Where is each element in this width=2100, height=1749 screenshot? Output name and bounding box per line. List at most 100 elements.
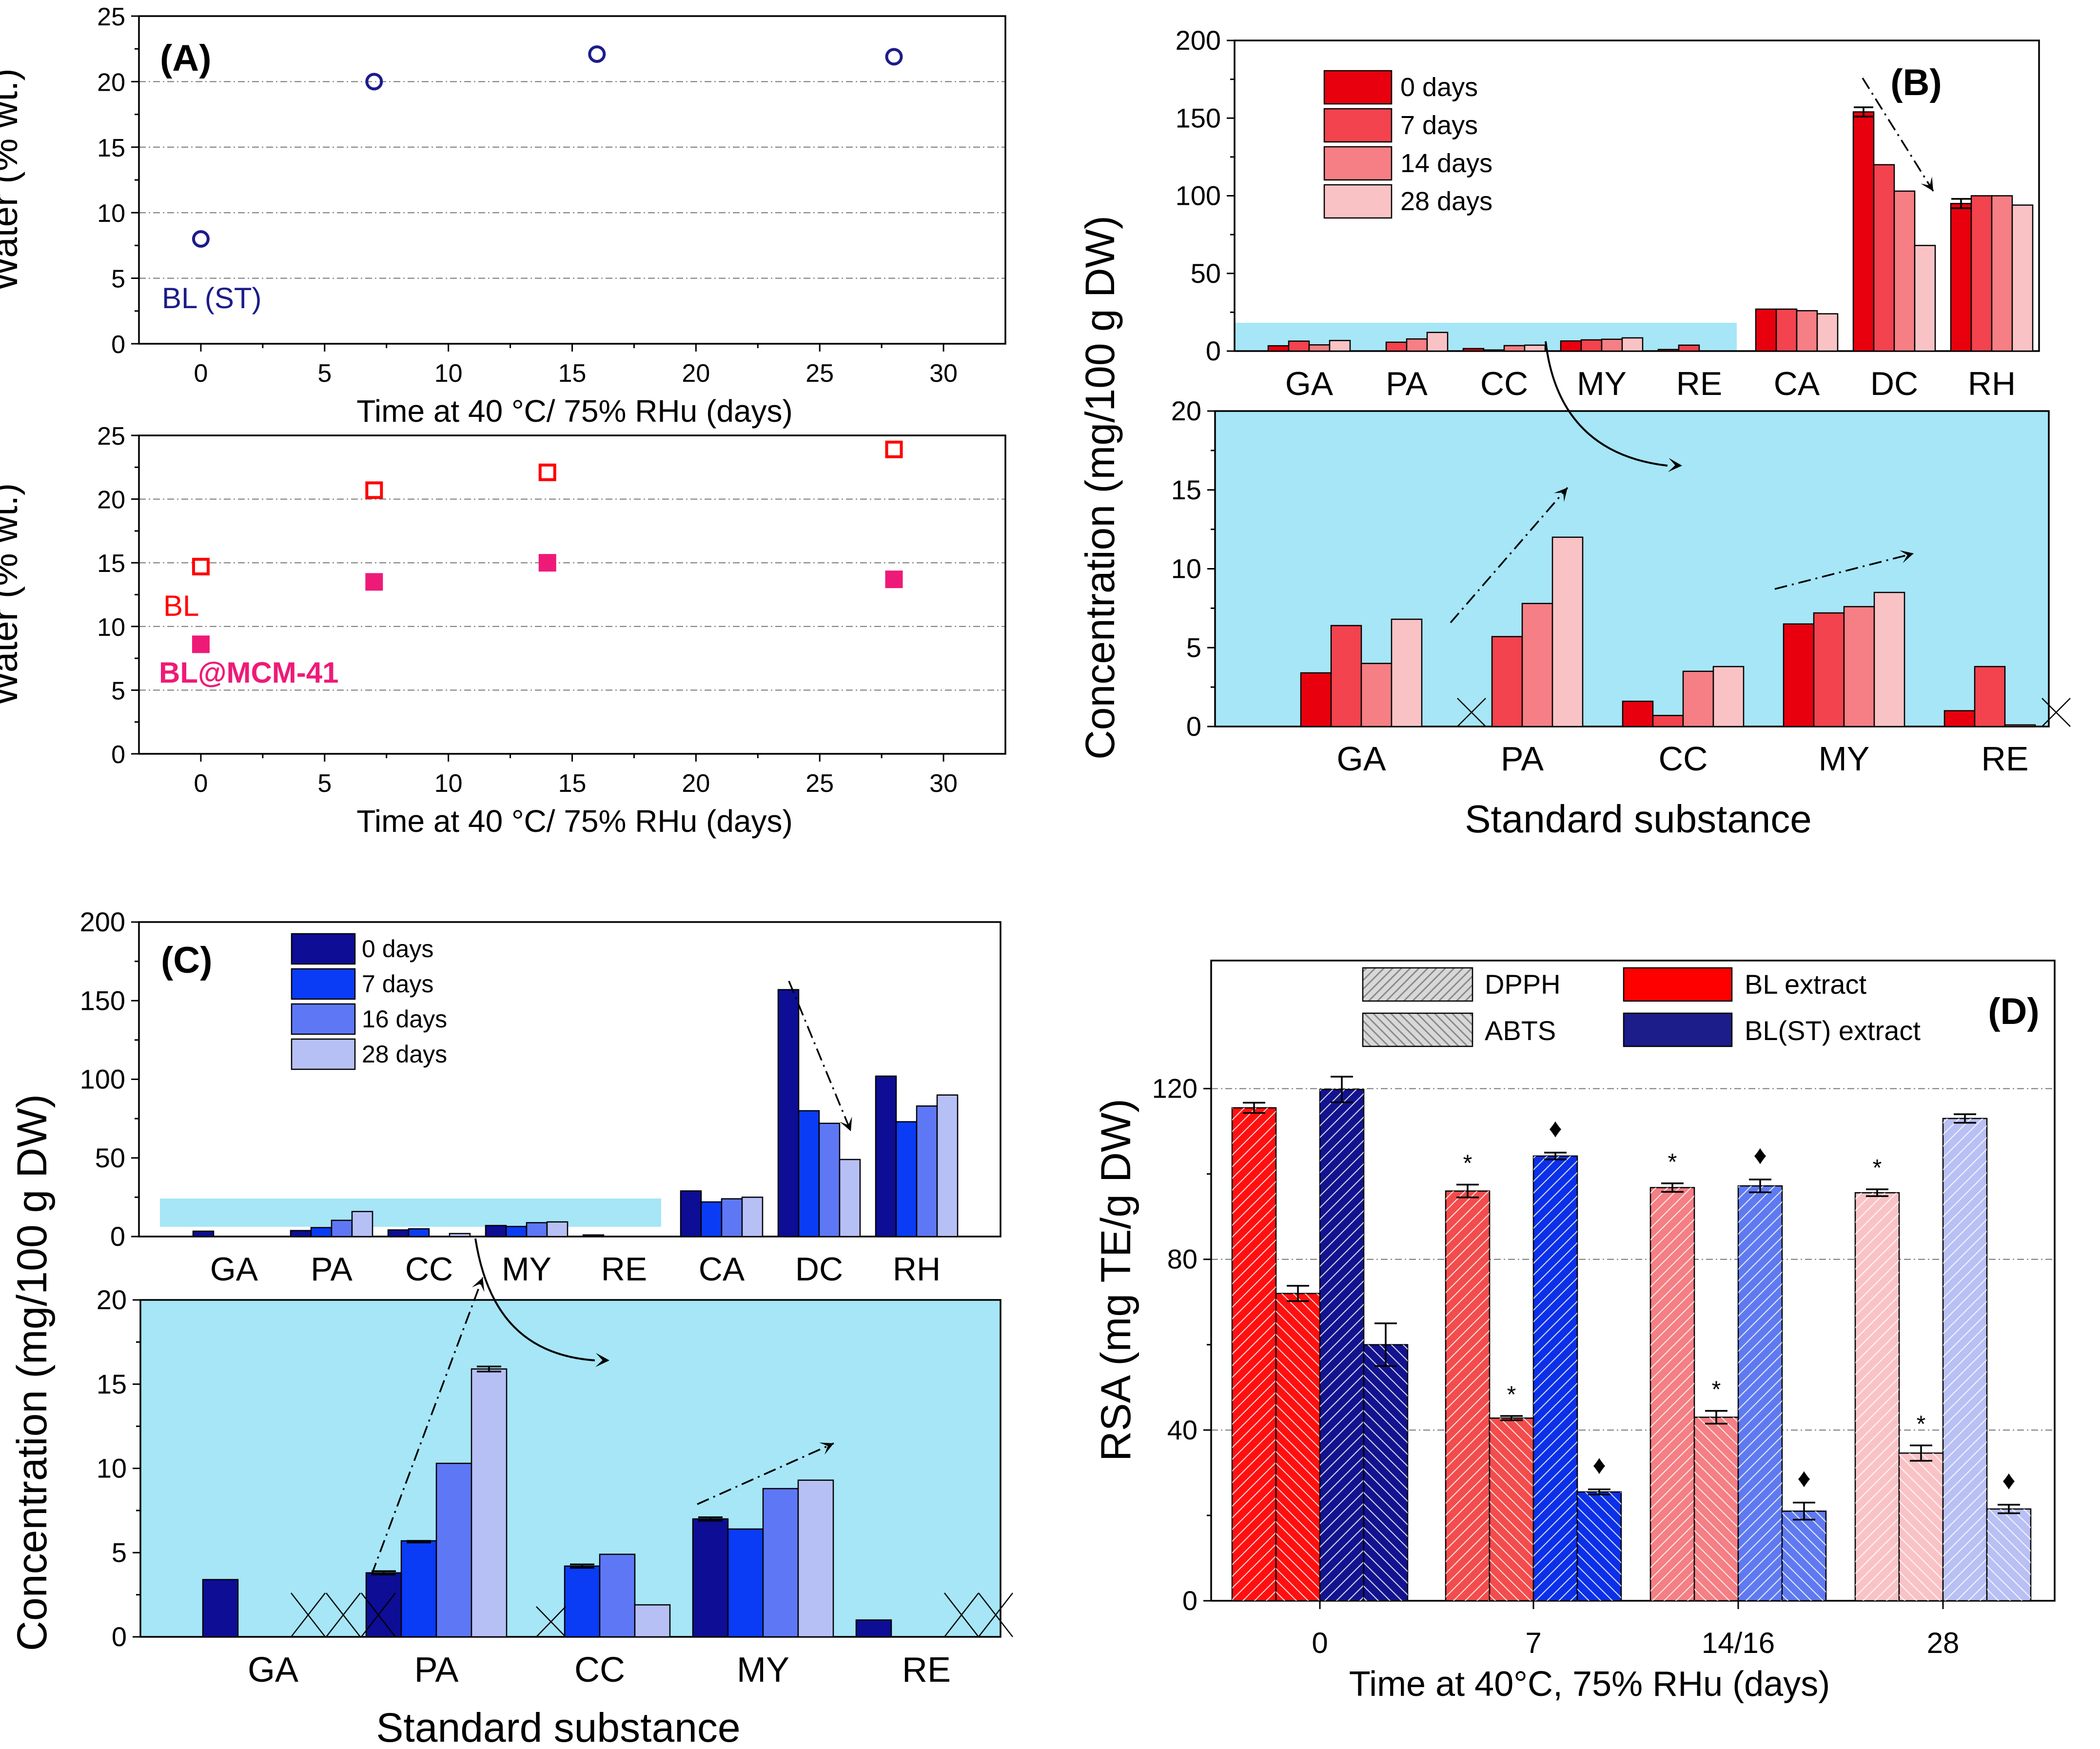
bar [855,1619,892,1638]
x-axis-title: Time at 40 °C/ 75% RHu (days) [356,804,793,839]
series-label-bl: BL [163,590,199,622]
legend-label: 0 days [1400,73,1478,102]
trend-arrow-head [1899,550,1914,563]
y-tick-label: 10 [97,613,125,642]
significance-mark: * [1873,1155,1882,1181]
significance-mark: ♦ [2002,1466,2016,1495]
bar-hatch [1738,1186,1782,1601]
bar [1560,340,1582,352]
y-tick-label: 100 [80,1064,125,1095]
bar-hatch [1490,1418,1533,1601]
bar [727,1528,764,1638]
bar [471,1368,508,1638]
significance-mark: ♦ [1549,1114,1562,1143]
x-tick-label: 10 [434,359,463,388]
bar [599,1553,636,1638]
y-tick-label: 0 [111,741,125,769]
bar [1843,606,1875,727]
bar [202,1579,239,1638]
x-category-label: 0 [1312,1627,1328,1659]
bar [1816,313,1839,352]
y-tick-label: 15 [1171,474,1201,505]
y-tick-label: 5 [112,1537,127,1568]
plot-frame [1210,960,2056,1602]
bar [1873,164,1895,352]
x-category-label: RE [1981,740,2028,778]
legend-swatch [1323,184,1393,219]
significance-mark: ♦ [1797,1464,1811,1493]
zoom-arrow [1545,341,1668,467]
bar-hatch [1943,1118,1987,1601]
legend-swatch [1323,108,1393,143]
y-tick-label: 10 [1171,553,1201,584]
legend-swatch [1623,1012,1733,1047]
y-tick-label: 50 [1191,258,1221,289]
x-category-label: RH [893,1251,941,1288]
significance-mark: * [1507,1382,1516,1408]
x-tick-label: 15 [558,769,587,798]
bar [310,1227,333,1238]
y-axis-title: Concentration (mg/100 g DW) [1077,216,1123,760]
plot-frame [138,434,1006,755]
panel-label-C: (C) [161,940,213,981]
x-tick-label: 20 [682,359,710,388]
bar [582,1234,605,1238]
x-category-label: PA [1501,740,1544,778]
x-category-label: PA [1386,365,1428,402]
data-point-circle [885,48,903,66]
legend-swatch [291,968,356,1000]
bar [1483,349,1505,352]
bar [1682,670,1714,727]
bar [1755,308,1777,352]
data-point-circle [588,45,606,63]
bar [546,1221,569,1238]
x-category-label: RE [601,1251,647,1288]
zoom-arrow [474,1238,595,1361]
bar-hatch [1694,1417,1738,1601]
y-tick-label: 0 [110,1221,125,1252]
data-point-filled-square [538,554,556,572]
bar [1360,663,1393,727]
y-axis-title: Concentration (mg/100 g DW) [9,1094,56,1651]
bar [1974,666,2006,727]
trend-arrow [697,1442,834,1505]
x-tick-label: 30 [929,769,958,798]
legend-label: 16 days [362,1005,447,1033]
not-detected-mark [536,1606,566,1637]
y-tick-label: 0 [1186,711,1201,742]
trend-arrow [1450,487,1569,624]
x-category-label: 14/16 [1702,1627,1775,1659]
bar [1783,623,1815,727]
y-tick-label: 80 [1167,1244,1197,1275]
trend-arrow [1862,78,1934,192]
data-point-square [192,558,210,576]
x-category-label: PA [414,1651,459,1690]
bar [1406,338,1428,352]
bar [1521,603,1553,727]
legend-swatch [291,1038,356,1070]
significance-mark: * [1917,1411,1926,1437]
y-tick-label: 20 [97,486,125,514]
y-tick-label: 200 [80,906,125,937]
x-category-label: CC [1480,365,1528,402]
bar [1657,349,1680,352]
x-category-label: GA [1336,740,1386,778]
not-detected-mark [978,1592,1013,1637]
panel-label-A: (A) [160,38,212,79]
not-detected-mark [326,1592,361,1637]
not-detected-mark [361,1592,396,1637]
x-category-label: GA [210,1251,258,1288]
panel-label-D: (D) [1988,991,2040,1032]
y-tick-label: 5 [111,677,125,705]
x-axis-title: Time at 40 °C/ 75% RHu (days) [356,393,793,429]
x-tick-label: 20 [682,769,710,798]
not-detected-mark [944,1592,979,1637]
x-axis-title: Standard substance [376,1705,740,1749]
bar [916,1105,938,1238]
y-tick-label: 0 [1182,1585,1197,1616]
bar-hatch [1987,1509,2031,1601]
bar [895,1121,918,1238]
x-category-label: CA [1774,365,1820,402]
legend-label: 7 days [362,970,433,998]
y-tick-label: 15 [97,1369,127,1399]
